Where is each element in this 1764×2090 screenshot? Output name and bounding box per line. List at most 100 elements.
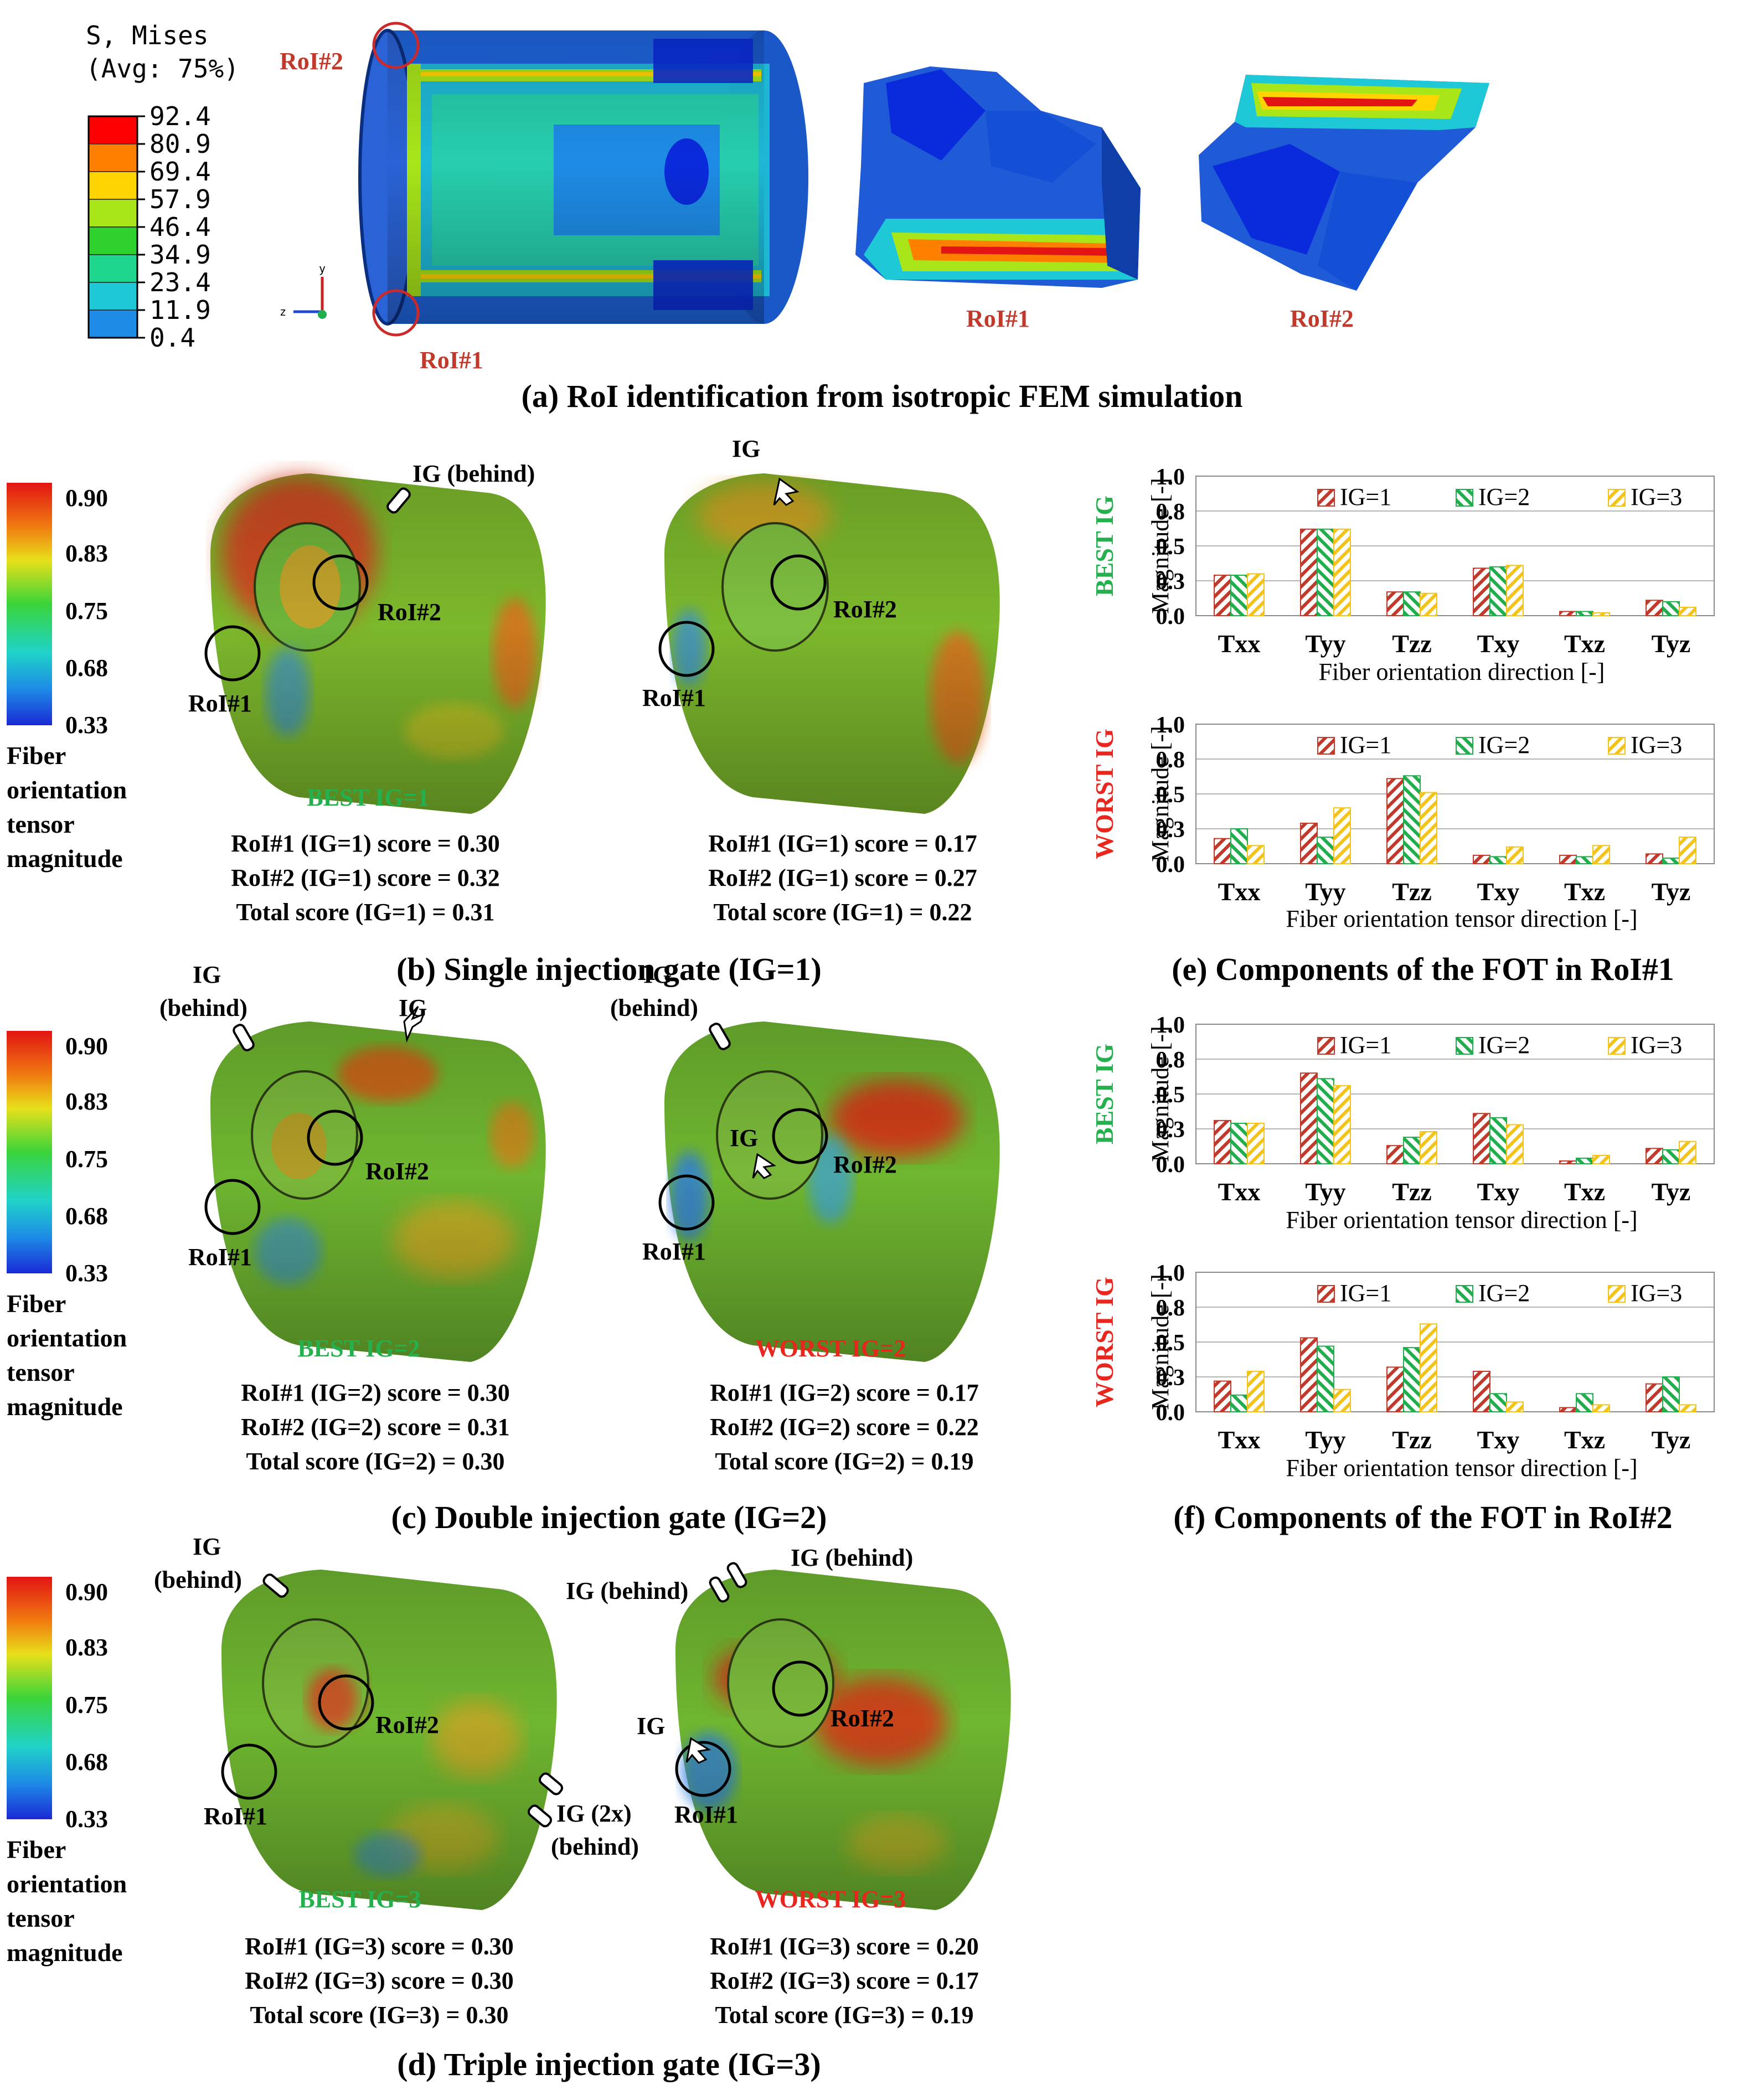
chart-category-label: Tyz [1652,629,1691,658]
roi1-label-d-right: RoI#1 [674,1801,738,1828]
chart-bar-ig1-tyy [1300,528,1318,617]
chart-bar-ig1-tyz [1646,1383,1663,1413]
chart-side-label: WORST IG [1090,729,1118,859]
colorbar-tick-label: 0.83 [65,1634,108,1661]
chart-side-label: BEST IG [1090,496,1118,596]
chart-caption: (e) Components of the FOT in RoI#1 [1172,951,1674,987]
roi2-circle-c-right [772,1108,828,1164]
ig-label-c-left-1: IG [193,961,221,988]
ig-label-b-left: IG (behind) [412,460,535,487]
chart-bar-ig1-tyz [1646,600,1663,617]
chart-bar-ig1-txy [1473,567,1490,616]
ig-label-d-left-1b: (behind) [154,1566,242,1593]
score-b-right-1: RoI#1 (IG=1) score = 0.17 [708,830,977,857]
ig-gate-marker [709,1576,730,1603]
colorbar-tick-label: 0.68 [65,1748,108,1776]
colorbar-title-line: orientation [7,1324,127,1352]
mises-legend-swatch [88,199,138,228]
ig-label-d-right-1: IG (behind) [566,1577,688,1604]
chart-bar-ig2-tyy [1317,528,1334,617]
roi2-label-b-left: RoI#2 [378,598,441,626]
chart-ytick-label: 0.0 [1156,852,1185,878]
roi2-label-c-left: RoI#2 [365,1158,429,1185]
chart-category-label: Tzz [1392,629,1432,658]
chart-category-label: Txx [1218,629,1261,658]
chart-legend-swatch [1608,1037,1626,1055]
ig-gate-marker [386,487,411,514]
chart-category-label: Txy [1477,1178,1520,1206]
mises-legend-swatch [88,143,138,172]
colorbar-title-line: Fiber [7,1289,66,1318]
colorbar-tick-label: 0.68 [65,1203,108,1230]
roi2-label-c-right: RoI#2 [833,1151,897,1178]
mises-legend-value: 57.9 [149,184,211,214]
chart-bar-ig3-txx [1247,573,1265,617]
chart-bar-ig2-tyy [1317,1345,1334,1413]
chart-bar-ig1-txx [1214,1380,1231,1413]
roi2-circle-d-left [318,1674,374,1731]
chart-bar-ig1-tyy [1300,822,1318,865]
roi2-circle-b-right [770,554,827,611]
chart-bar-ig1-tyz [1646,1148,1663,1165]
roi1-label-d-left: RoI#1 [204,1803,267,1830]
chart-ytick-label: 0.5 [1156,782,1185,808]
chart-ytick-label: 0.8 [1156,1047,1185,1073]
chart-category-label: Tyz [1652,878,1691,906]
chart-bar-ig3-txz [1592,1404,1610,1412]
score-c-left-1: RoI#1 (IG=2) score = 0.30 [241,1379,510,1406]
chart-bar-ig1-tzz [1386,1366,1404,1413]
worst-title-c: WORST IG=2 [755,1335,906,1362]
chart-bar-ig2-tyz [1662,1376,1680,1412]
chart-bar-ig3-txy [1506,565,1524,617]
mises-legend-value: 23.4 [149,267,211,297]
mises-legend-swatch [88,116,138,145]
chart-bar-ig1-txy [1473,1113,1490,1165]
chart-side-label: BEST IG [1090,1044,1118,1144]
colorbar-title-line: Fiber [7,1835,66,1864]
ig-label-d-left-2: IG (2x) [556,1800,632,1827]
mises-legend-value: 92.4 [149,101,211,131]
ig-gate-marker [709,1023,731,1050]
chart-bar-ig2-tzz [1403,591,1421,617]
chart-xaxis-label: Fiber orientation tensor direction [-] [1286,1206,1637,1234]
roi1-circle-c-right [658,1174,715,1231]
chart-bar-ig2-txy [1489,1117,1507,1164]
mises-legend-value: 11.9 [149,295,211,325]
score-c-right-1: RoI#1 (IG=2) score = 0.17 [710,1379,979,1406]
score-d-right-2: RoI#2 (IG=3) score = 0.17 [710,1967,979,1994]
roi2-label-b-right: RoI#2 [833,596,897,623]
colorbar-tick-label: 0.83 [65,1088,108,1115]
colorbar-tick-label: 0.90 [65,1033,108,1060]
colorbar-title-line: orientation [7,1870,127,1898]
chart-bar-ig1-txx [1214,838,1231,865]
ig-arrow-icon [752,1153,776,1179]
chart-category-label: Tyy [1305,1426,1345,1454]
caption-d: (d) Triple injection gate (IG=3) [397,2046,821,2082]
chart-bar-ig2-tyy [1317,1078,1334,1165]
chart-bar-ig3-txy [1506,1401,1524,1413]
chart-legend-swatch [1608,489,1626,507]
chart-legend-swatch [1608,737,1626,755]
roi2-label-d-right: RoI#2 [831,1705,894,1732]
fem-cylinder [358,29,808,326]
mises-legend-swatch [88,254,138,283]
chart-bar-ig1-txx [1214,574,1231,617]
roi2-label-a: RoI#2 [280,48,343,75]
score-d-right-1: RoI#1 (IG=3) score = 0.20 [710,1933,979,1960]
mises-legend: 92.480.969.457.946.434.923.411.90.4 [87,101,211,353]
chart-side-label: WORST IG [1090,1277,1118,1407]
chart-category-label: Tyy [1305,878,1345,906]
cylinder-b-left [210,473,546,814]
chart-ytick-label: 0.3 [1156,1117,1185,1143]
chart-ytick-label: 0.5 [1156,534,1185,560]
roi1-label-a: RoI#1 [420,347,483,374]
panel-a: S, Mises (Avg: 75%) 92.480.969.457.946.4… [86,20,1489,414]
best-title-c: BEST IG=2 [297,1335,420,1362]
axis-z-label: z [280,305,286,318]
chart-category-label: Txx [1218,878,1261,906]
ig-label-c-right-1b: (behind) [610,994,698,1021]
caption-b: (b) Single injection gate (IG=1) [396,951,822,987]
chart-category-label: Tzz [1392,1178,1432,1206]
fot-bar-chart: 0.0 0.3 0.5 0.8 1.0 Txx Tyy Tzz Txy Txz Tyz IG=1 IG=… [1090,465,1715,685]
